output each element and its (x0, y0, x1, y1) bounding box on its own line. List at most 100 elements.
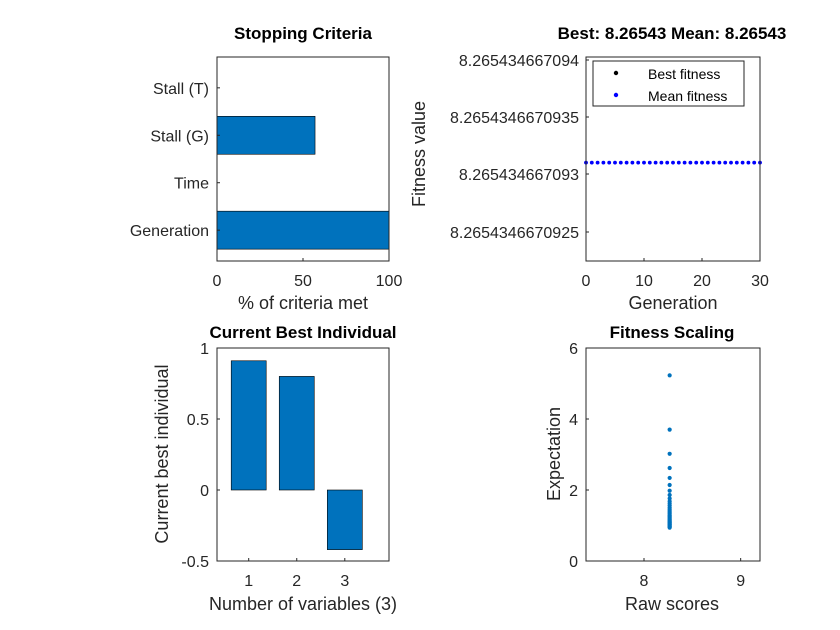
fitness-scaling-axes-box (585, 347, 761, 562)
fitness-x-tick-label: 30 (751, 273, 769, 290)
mean-fitness-point (752, 160, 757, 165)
mean-fitness-point (618, 160, 623, 165)
stopping-criteria-axes-box (216, 56, 390, 262)
fitness-y-tick-label: 8.265434667094 (459, 53, 579, 70)
scaling-point (667, 451, 672, 456)
mean-fitness-point (642, 160, 646, 165)
stopping-criteria-title: Stopping Criteria (234, 24, 372, 43)
scaling-point (667, 525, 672, 530)
fitness-x-tick-label: 10 (635, 273, 653, 290)
mean-fitness-point (676, 160, 681, 165)
current-best-individual-x-ticks: 1 2 3 (244, 558, 349, 590)
fitness-y-tick-label: 8.2654346670925 (450, 225, 579, 242)
scaling-point (667, 492, 672, 498)
mean-fitness-point (717, 160, 722, 165)
criteria-category-label: Stall (G) (150, 128, 209, 145)
individual-bar (230, 360, 267, 491)
fitness-legend-box (592, 60, 745, 107)
fitness-value-title: Best: 8.26543 Mean: 8.26543 (558, 24, 787, 43)
current-best-individual-ylabel: Current best individual (152, 364, 172, 543)
mean-fitness-point (665, 160, 670, 165)
scaling-point (667, 373, 672, 378)
criteria-bar (216, 210, 390, 250)
fitness-x-tick-label: 20 (693, 273, 711, 290)
stopping-criteria-x-ticks: 0 50 100 (213, 258, 403, 290)
mean-fitness-point (647, 160, 652, 165)
mean-fitness-point (653, 160, 658, 165)
mean-fitness-point (734, 160, 739, 165)
criteria-bar (216, 116, 316, 155)
individual-x-tick-label: 3 (340, 573, 349, 590)
individual-x-tick-label: 2 (292, 573, 301, 590)
fitness-x-tick-label: 0 (582, 273, 591, 290)
individual-x-tick-label: 1 (244, 573, 253, 590)
mean-fitness-point (700, 160, 704, 165)
scaling-point (667, 465, 672, 471)
mean-fitness-point (624, 160, 629, 165)
fitness-scaling-title: Fitness Scaling (610, 323, 735, 342)
stopping-criteria-bars (216, 116, 390, 250)
mean-fitness-point (630, 160, 635, 165)
mean-fitness-point (740, 160, 745, 165)
stopping-criteria-xlabel: % of criteria met (238, 293, 368, 313)
legend-best-fitness-marker (613, 70, 619, 76)
criteria-x-tick-label: 50 (294, 273, 312, 290)
mean-fitness-point (659, 160, 664, 165)
legend-mean-fitness-label: Mean fitness (648, 88, 727, 104)
fitness-y-tick-label: 8.2654346670935 (450, 110, 579, 127)
legend-best-fitness-label: Best fitness (648, 66, 720, 82)
criteria-category-label: Generation (130, 223, 209, 240)
criteria-x-tick-label: 100 (376, 273, 403, 290)
current-best-individual-bars (230, 360, 363, 550)
individual-y-tick-label: 1 (200, 341, 209, 358)
mean-fitness-point (746, 160, 751, 165)
stopping-criteria-panel: Stopping Criteria Generation Time Stall (G… (130, 24, 403, 313)
mean-fitness-point (711, 160, 716, 165)
scaling-point (667, 475, 672, 481)
fitness-legend: Best fitness Mean fitness (592, 60, 745, 107)
mean-fitness-point (636, 160, 641, 165)
fitness-scaling-points (667, 373, 672, 530)
fitness-value-xlabel: Generation (628, 293, 717, 313)
current-best-individual-axes-box (216, 347, 390, 562)
mean-fitness-point (601, 160, 606, 165)
mean-fitness-point (671, 160, 675, 165)
scaling-y-tick-label: 0 (569, 554, 578, 571)
current-best-individual-y-ticks: -0.5 0 0.5 1 (181, 341, 220, 571)
fitness-value-panel: Best: 8.26543 Mean: 8.26543 8.2654346670… (409, 24, 786, 313)
mean-fitness-point (688, 160, 693, 165)
criteria-category-label: Time (174, 176, 209, 193)
scaling-y-tick-label: 2 (569, 483, 578, 500)
mean-fitness-point (595, 160, 600, 165)
fitness-value-x-ticks: 0 10 20 30 (582, 258, 769, 290)
legend-mean-fitness-marker (613, 92, 619, 98)
scaling-y-tick-label: 4 (569, 412, 578, 429)
mean-fitness-point (589, 160, 594, 165)
scaling-point (667, 427, 672, 432)
stopping-criteria-category-labels: Generation Time Stall (G) Stall (T) (130, 81, 220, 240)
mean-fitness-point (613, 160, 617, 165)
fitness-value-y-ticks: 8.265434667094 8.2654346670935 8.265434667… (450, 53, 589, 242)
fitness-value-axes-box (585, 56, 761, 262)
current-best-individual-xlabel: Number of variables (3) (209, 594, 397, 614)
current-best-individual-title: Current Best Individual (209, 323, 396, 342)
criteria-category-label: Stall (T) (153, 81, 209, 98)
mean-fitness-point (682, 160, 687, 165)
individual-bar (326, 489, 363, 550)
mean-fitness-point (705, 160, 710, 165)
individual-y-tick-label: 0 (200, 483, 209, 500)
fitness-scaling-ylabel: Expectation (544, 407, 564, 501)
scaling-point (667, 488, 672, 493)
criteria-x-tick-label: 0 (213, 273, 222, 290)
fitness-scaling-xlabel: Raw scores (625, 594, 719, 614)
fitness-value-points (584, 160, 762, 165)
fitness-value-ylabel: Fitness value (409, 101, 429, 207)
mean-fitness-point (694, 160, 699, 165)
mean-fitness-point (729, 160, 733, 165)
scaling-x-tick-label: 9 (736, 573, 745, 590)
fitness-y-tick-label: 8.265434667093 (459, 167, 579, 184)
individual-y-tick-label: 0.5 (187, 412, 209, 429)
